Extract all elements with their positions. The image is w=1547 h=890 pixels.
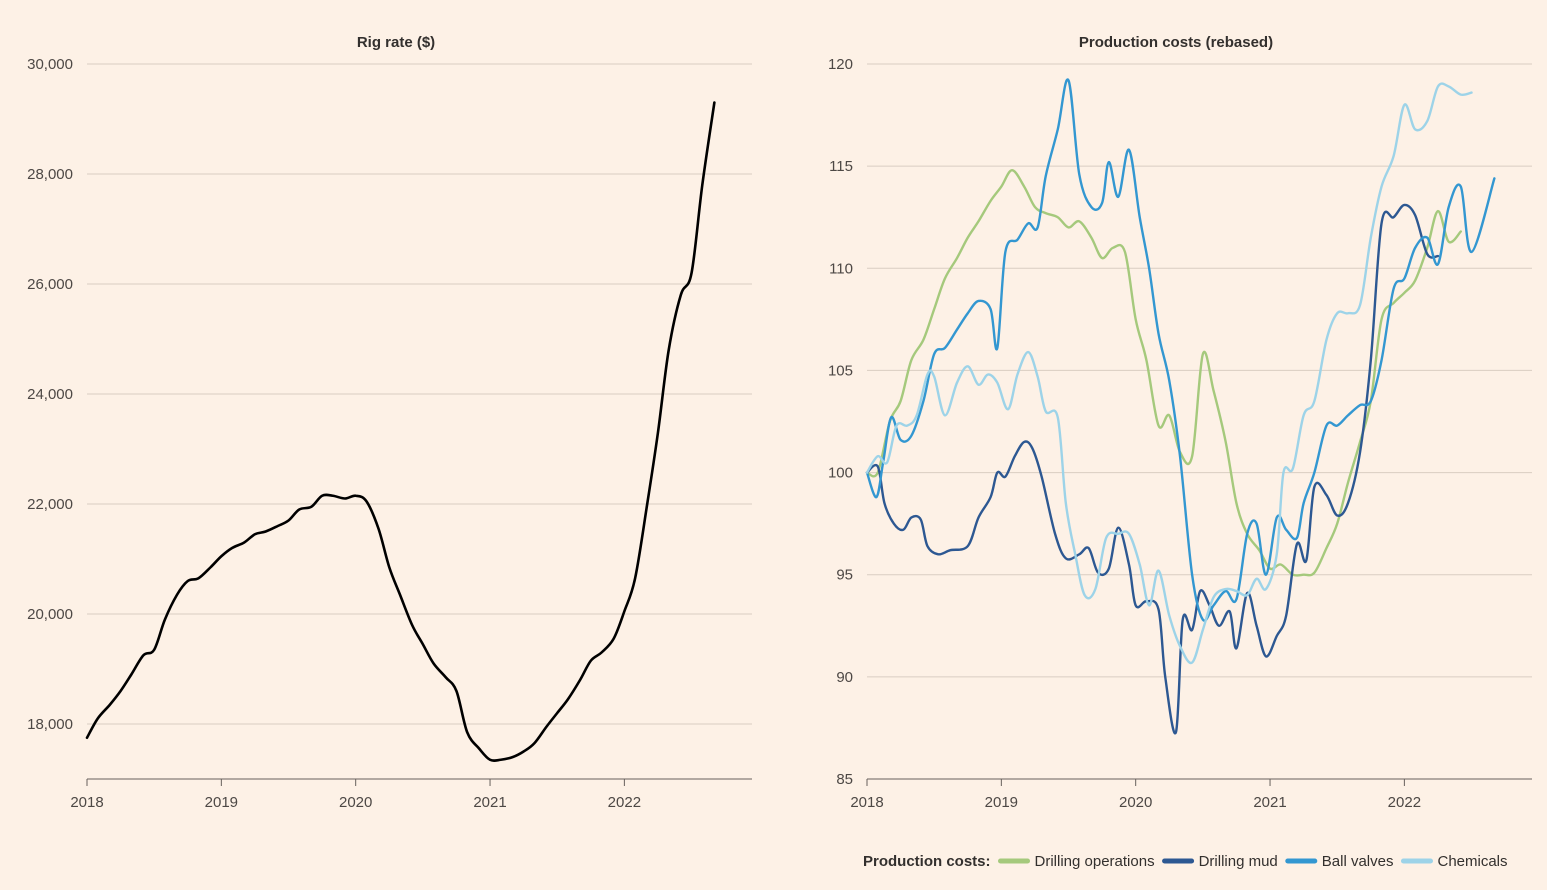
x-tick-label: 2019 bbox=[985, 794, 1018, 811]
x-tick-label: 2019 bbox=[205, 794, 238, 811]
series-line-rig-rate bbox=[85, 101, 716, 762]
y-tick-label: 115 bbox=[829, 158, 853, 175]
series-line-drilling-mud bbox=[865, 203, 1440, 735]
legend-label: Drilling mud bbox=[1199, 853, 1278, 870]
y-tick-label: 85 bbox=[836, 771, 853, 788]
x-tick-label: 2022 bbox=[1388, 794, 1421, 811]
y-tick-label: 22,000 bbox=[27, 496, 73, 513]
x-tick-label: 2020 bbox=[339, 794, 372, 811]
y-tick-label: 95 bbox=[836, 567, 853, 584]
y-tick-label: 18,000 bbox=[27, 716, 73, 733]
chart-panel-2: Production costs (rebased) 85 90 95 100 105 11… bbox=[828, 34, 1532, 870]
y-tick-label: 30,000 bbox=[27, 56, 73, 73]
x-tick-label: 2018 bbox=[70, 794, 103, 811]
y-tick-label: 100 bbox=[828, 465, 853, 482]
x-tick-label: 2020 bbox=[1119, 794, 1152, 811]
chart-panel-1: Rig rate ($) 18,000 20,000 22,000 24,000 26,0… bbox=[27, 34, 752, 811]
chart-title: Production costs (rebased) bbox=[1079, 34, 1273, 51]
series-line-chemicals bbox=[865, 82, 1473, 665]
x-tick-label: 2018 bbox=[850, 794, 883, 811]
y-tick-label: 90 bbox=[836, 669, 853, 686]
y-tick-label: 24,000 bbox=[27, 386, 73, 403]
chart-title: Rig rate ($) bbox=[357, 34, 435, 51]
legend-label: Chemicals bbox=[1437, 853, 1507, 870]
x-tick-label: 2021 bbox=[473, 794, 506, 811]
legend: Production costs: Drilling operations Dril… bbox=[863, 853, 1508, 870]
y-tick-label: 105 bbox=[828, 362, 853, 379]
y-tick-label: 28,000 bbox=[27, 166, 73, 183]
legend-title: Production costs: bbox=[863, 853, 991, 870]
x-tick-label: 2021 bbox=[1253, 794, 1286, 811]
x-tick-label: 2022 bbox=[608, 794, 641, 811]
legend-label: Drilling operations bbox=[1035, 853, 1155, 870]
series-line-ball-valves bbox=[865, 78, 1496, 622]
y-tick-label: 110 bbox=[829, 260, 853, 277]
y-tick-label: 20,000 bbox=[27, 606, 73, 623]
legend-label: Ball valves bbox=[1322, 853, 1394, 870]
y-tick-label: 26,000 bbox=[27, 276, 73, 293]
y-tick-label: 120 bbox=[828, 56, 853, 73]
